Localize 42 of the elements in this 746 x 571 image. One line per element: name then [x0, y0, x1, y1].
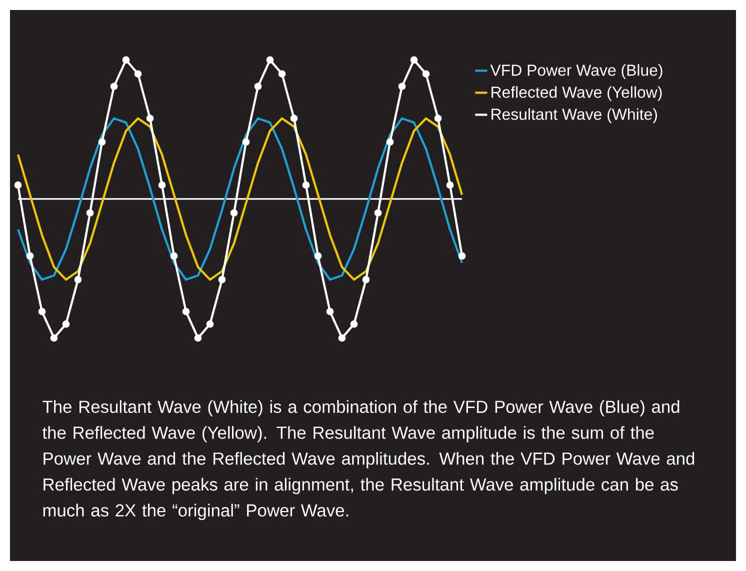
- point: [302, 181, 310, 189]
- point: [350, 320, 358, 328]
- point: [182, 308, 190, 316]
- point: [290, 114, 298, 122]
- point: [122, 56, 130, 64]
- legend-label: Resultant Wave (White): [492, 108, 657, 124]
- point: [398, 82, 406, 90]
- point: [386, 138, 394, 146]
- point: [230, 209, 238, 217]
- point: [218, 276, 226, 284]
- point: [326, 308, 334, 316]
- point: [410, 56, 418, 64]
- point: [446, 181, 454, 189]
- point: [338, 334, 346, 342]
- point: [458, 252, 466, 260]
- point: [242, 138, 250, 146]
- point: [314, 252, 322, 260]
- point: [158, 181, 166, 189]
- point: [110, 82, 118, 90]
- point: [86, 209, 94, 217]
- point: [62, 320, 70, 328]
- legend-label: VFD Power Wave (Blue): [490, 64, 662, 80]
- legend-label: Reflected Wave (Yellow): [492, 86, 662, 102]
- point: [170, 252, 178, 260]
- point: [266, 56, 274, 64]
- point: [134, 70, 142, 78]
- point: [14, 181, 22, 189]
- point: [146, 114, 154, 122]
- text: The Resultant Wave (White) is a combination of the VFD Power Wave (Blue) and the Reflected Wave (Yellow). The Resultant Wave amplitude is the sum of the Power Wave and the Reflected Wave amplitudes. When the VFD Power Wave and Reflected Wave peaks are in alignment, the Resultant Wave amplitude can be as much as 2X the “original” Power Wave.: [42, 400, 694, 520]
- point: [254, 82, 262, 90]
- point: [50, 334, 58, 342]
- point: [206, 320, 214, 328]
- point: [362, 276, 370, 284]
- point: [26, 252, 34, 260]
- point: [422, 70, 430, 78]
- point: [374, 209, 382, 217]
- point: [38, 308, 46, 316]
- point: [98, 138, 106, 146]
- point: [74, 276, 82, 284]
- point: [194, 334, 202, 342]
- point: [278, 70, 286, 78]
- point: [434, 114, 442, 122]
